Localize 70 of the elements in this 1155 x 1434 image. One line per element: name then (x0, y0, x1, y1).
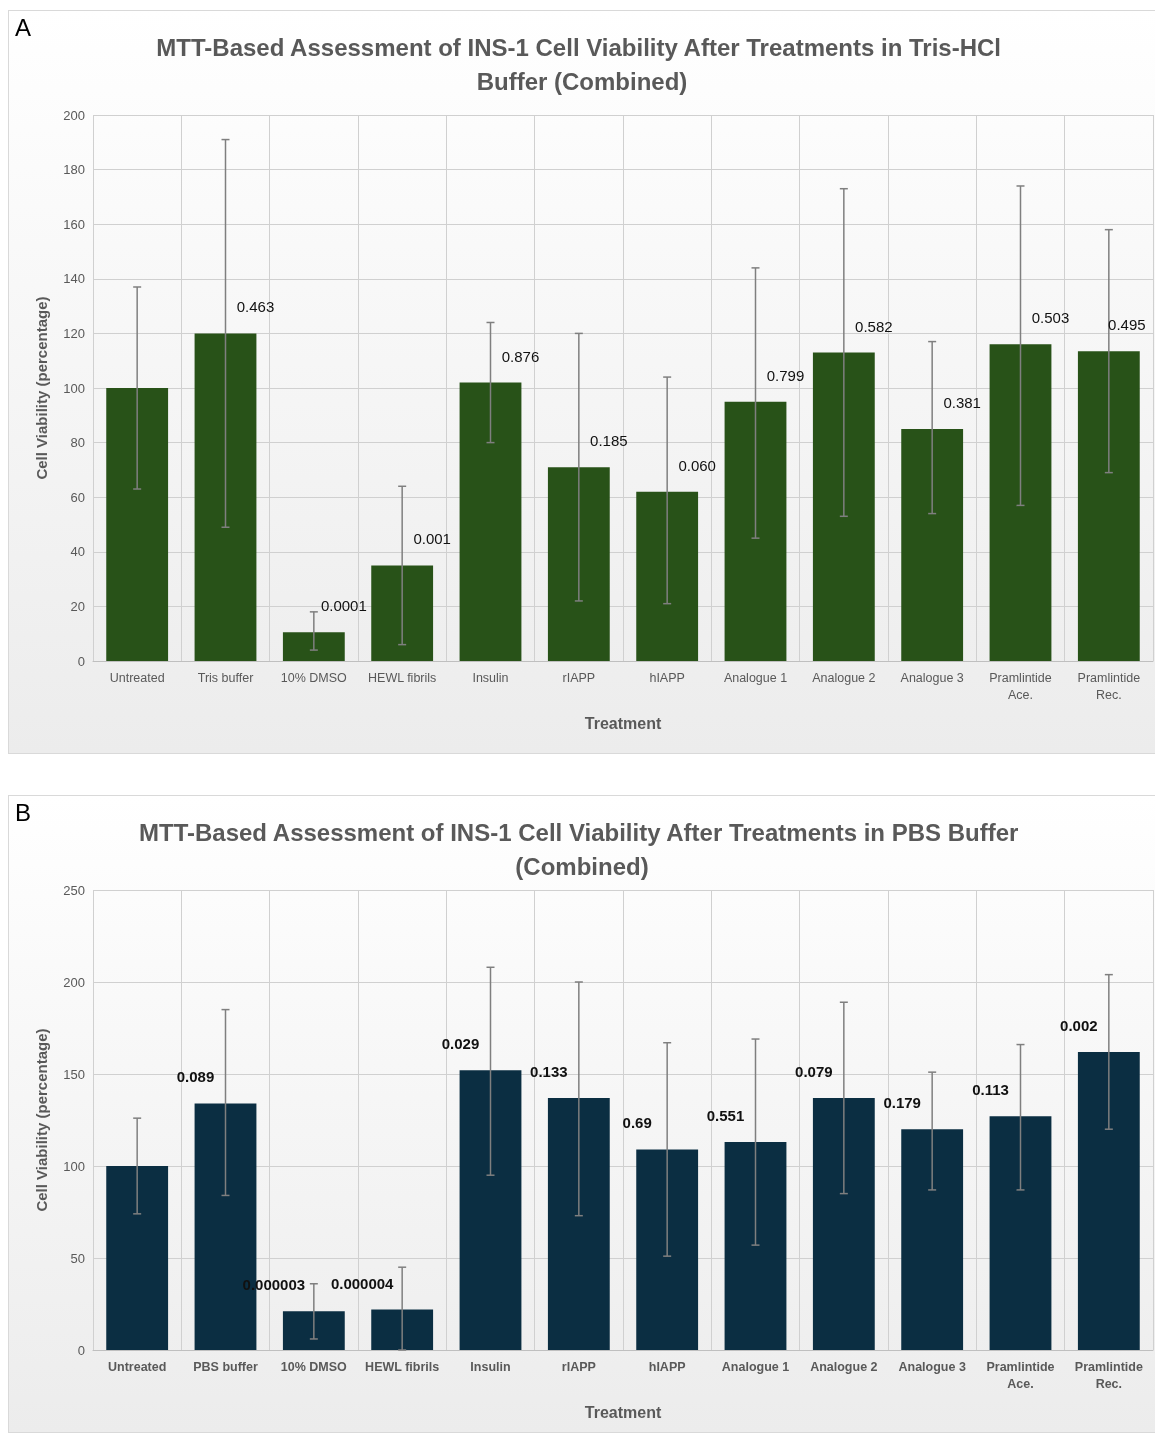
y-tick-label: 100 (63, 380, 85, 396)
y-tick-label: 0 (77, 653, 85, 669)
x-tick-label: Insulin (472, 670, 509, 685)
annotation: 0.876 (501, 347, 540, 365)
x-tick-label: Untreated (109, 670, 165, 685)
x-tick-label: Insulin (470, 1359, 511, 1374)
x-tick-label: PBS buffer (193, 1359, 258, 1374)
x-tick-label: HEWL fibrils (368, 670, 437, 685)
y-tick-label: 120 (63, 325, 85, 341)
x-tick-label: Analogue 1 (723, 670, 788, 685)
annotation: 0.000004 (330, 1274, 395, 1292)
y-tick-label: 20 (70, 598, 85, 614)
x-tick-label: hIAPP (648, 1359, 686, 1374)
annotation: 0.001 (413, 530, 451, 548)
annotation: 0.495 (1108, 316, 1146, 334)
x-tick-label: Pramlintide Ace. (986, 1359, 1055, 1391)
annotation: 0.113 (972, 1081, 1009, 1099)
annotation: 0.551 (706, 1107, 745, 1125)
x-tick-label: Analogue 1 (721, 1359, 790, 1374)
y-axis-title: Cell Viability (percentage) (33, 296, 50, 480)
y-tick-label: 100 (63, 1158, 85, 1174)
x-tick-label: Analogue 2 (810, 1359, 878, 1374)
x-axis-title: Treatment (584, 1403, 662, 1421)
y-tick-label: 80 (70, 435, 85, 451)
y-tick-label: 150 (63, 1066, 85, 1082)
annotation: 0.060 (678, 456, 716, 474)
y-tick-label: 250 (63, 882, 85, 898)
annotation: 0.381 (943, 393, 981, 411)
y-tick-label: 140 (63, 271, 85, 287)
annotation: 0.133 (530, 1062, 568, 1080)
x-tick-label: 10% DMSO (280, 1359, 348, 1374)
x-tick-label: Pramlintide Ace. (989, 670, 1052, 702)
y-tick-label: 200 (63, 974, 85, 990)
y-tick-label: 0 (77, 1342, 85, 1358)
chart-title: MTT-Based Assessment of INS-1 Cell Viability After Treatments in PBS Buffer (Combined) (139, 818, 1025, 880)
y-tick-label: 40 (70, 544, 85, 560)
text: B (15, 798, 32, 826)
annotation: 0.185 (590, 432, 628, 450)
annotation: 0.002 (1060, 1016, 1098, 1034)
annotation: 0.69 (622, 1114, 652, 1132)
y-axis-title: Cell Viability (percentage) (33, 1028, 50, 1212)
x-tick-label: rIAPP (562, 670, 596, 685)
annotation: 0.799 (766, 366, 805, 384)
annotation: 0.463 (236, 298, 275, 316)
x-tick-label: rIAPP (561, 1359, 596, 1374)
y-tick-label: 180 (63, 162, 85, 178)
x-tick-label: Analogue 3 (900, 670, 964, 685)
annotation: 0.503 (1031, 309, 1070, 327)
y-tick-label: 50 (70, 1250, 85, 1266)
x-tick-label: Tris buffer (197, 670, 254, 685)
x-tick-label: Pramlintide Rec. (1077, 670, 1141, 702)
text: A (15, 13, 32, 41)
x-tick-label: Untreated (107, 1359, 167, 1374)
x-tick-label: Pramlintide Rec. (1074, 1359, 1143, 1391)
y-tick-label: 160 (63, 216, 85, 232)
annotation: 0.0001 (320, 597, 367, 615)
x-axis-title: Treatment (584, 714, 662, 732)
chart-title: MTT-Based Assessment of INS-1 Cell Viability After Treatments in Tris-HCl Buffer (Combined) (156, 33, 1008, 95)
annotation: 0.029 (441, 1035, 480, 1053)
x-tick-label: Analogue 3 (898, 1359, 966, 1374)
x-tick-label: 10% DMSO (280, 670, 348, 685)
y-tick-label: 200 (63, 107, 85, 123)
annotation: 0.089 (176, 1068, 215, 1086)
annotation: 0.079 (795, 1062, 833, 1080)
x-tick-label: HEWL fibrils (365, 1359, 440, 1374)
annotation: 0.179 (883, 1094, 921, 1112)
y-tick-label: 60 (70, 489, 85, 505)
x-tick-label: hIAPP (649, 670, 685, 685)
annotation: 0.582 (855, 317, 893, 335)
x-tick-label: Analogue 2 (812, 670, 876, 685)
